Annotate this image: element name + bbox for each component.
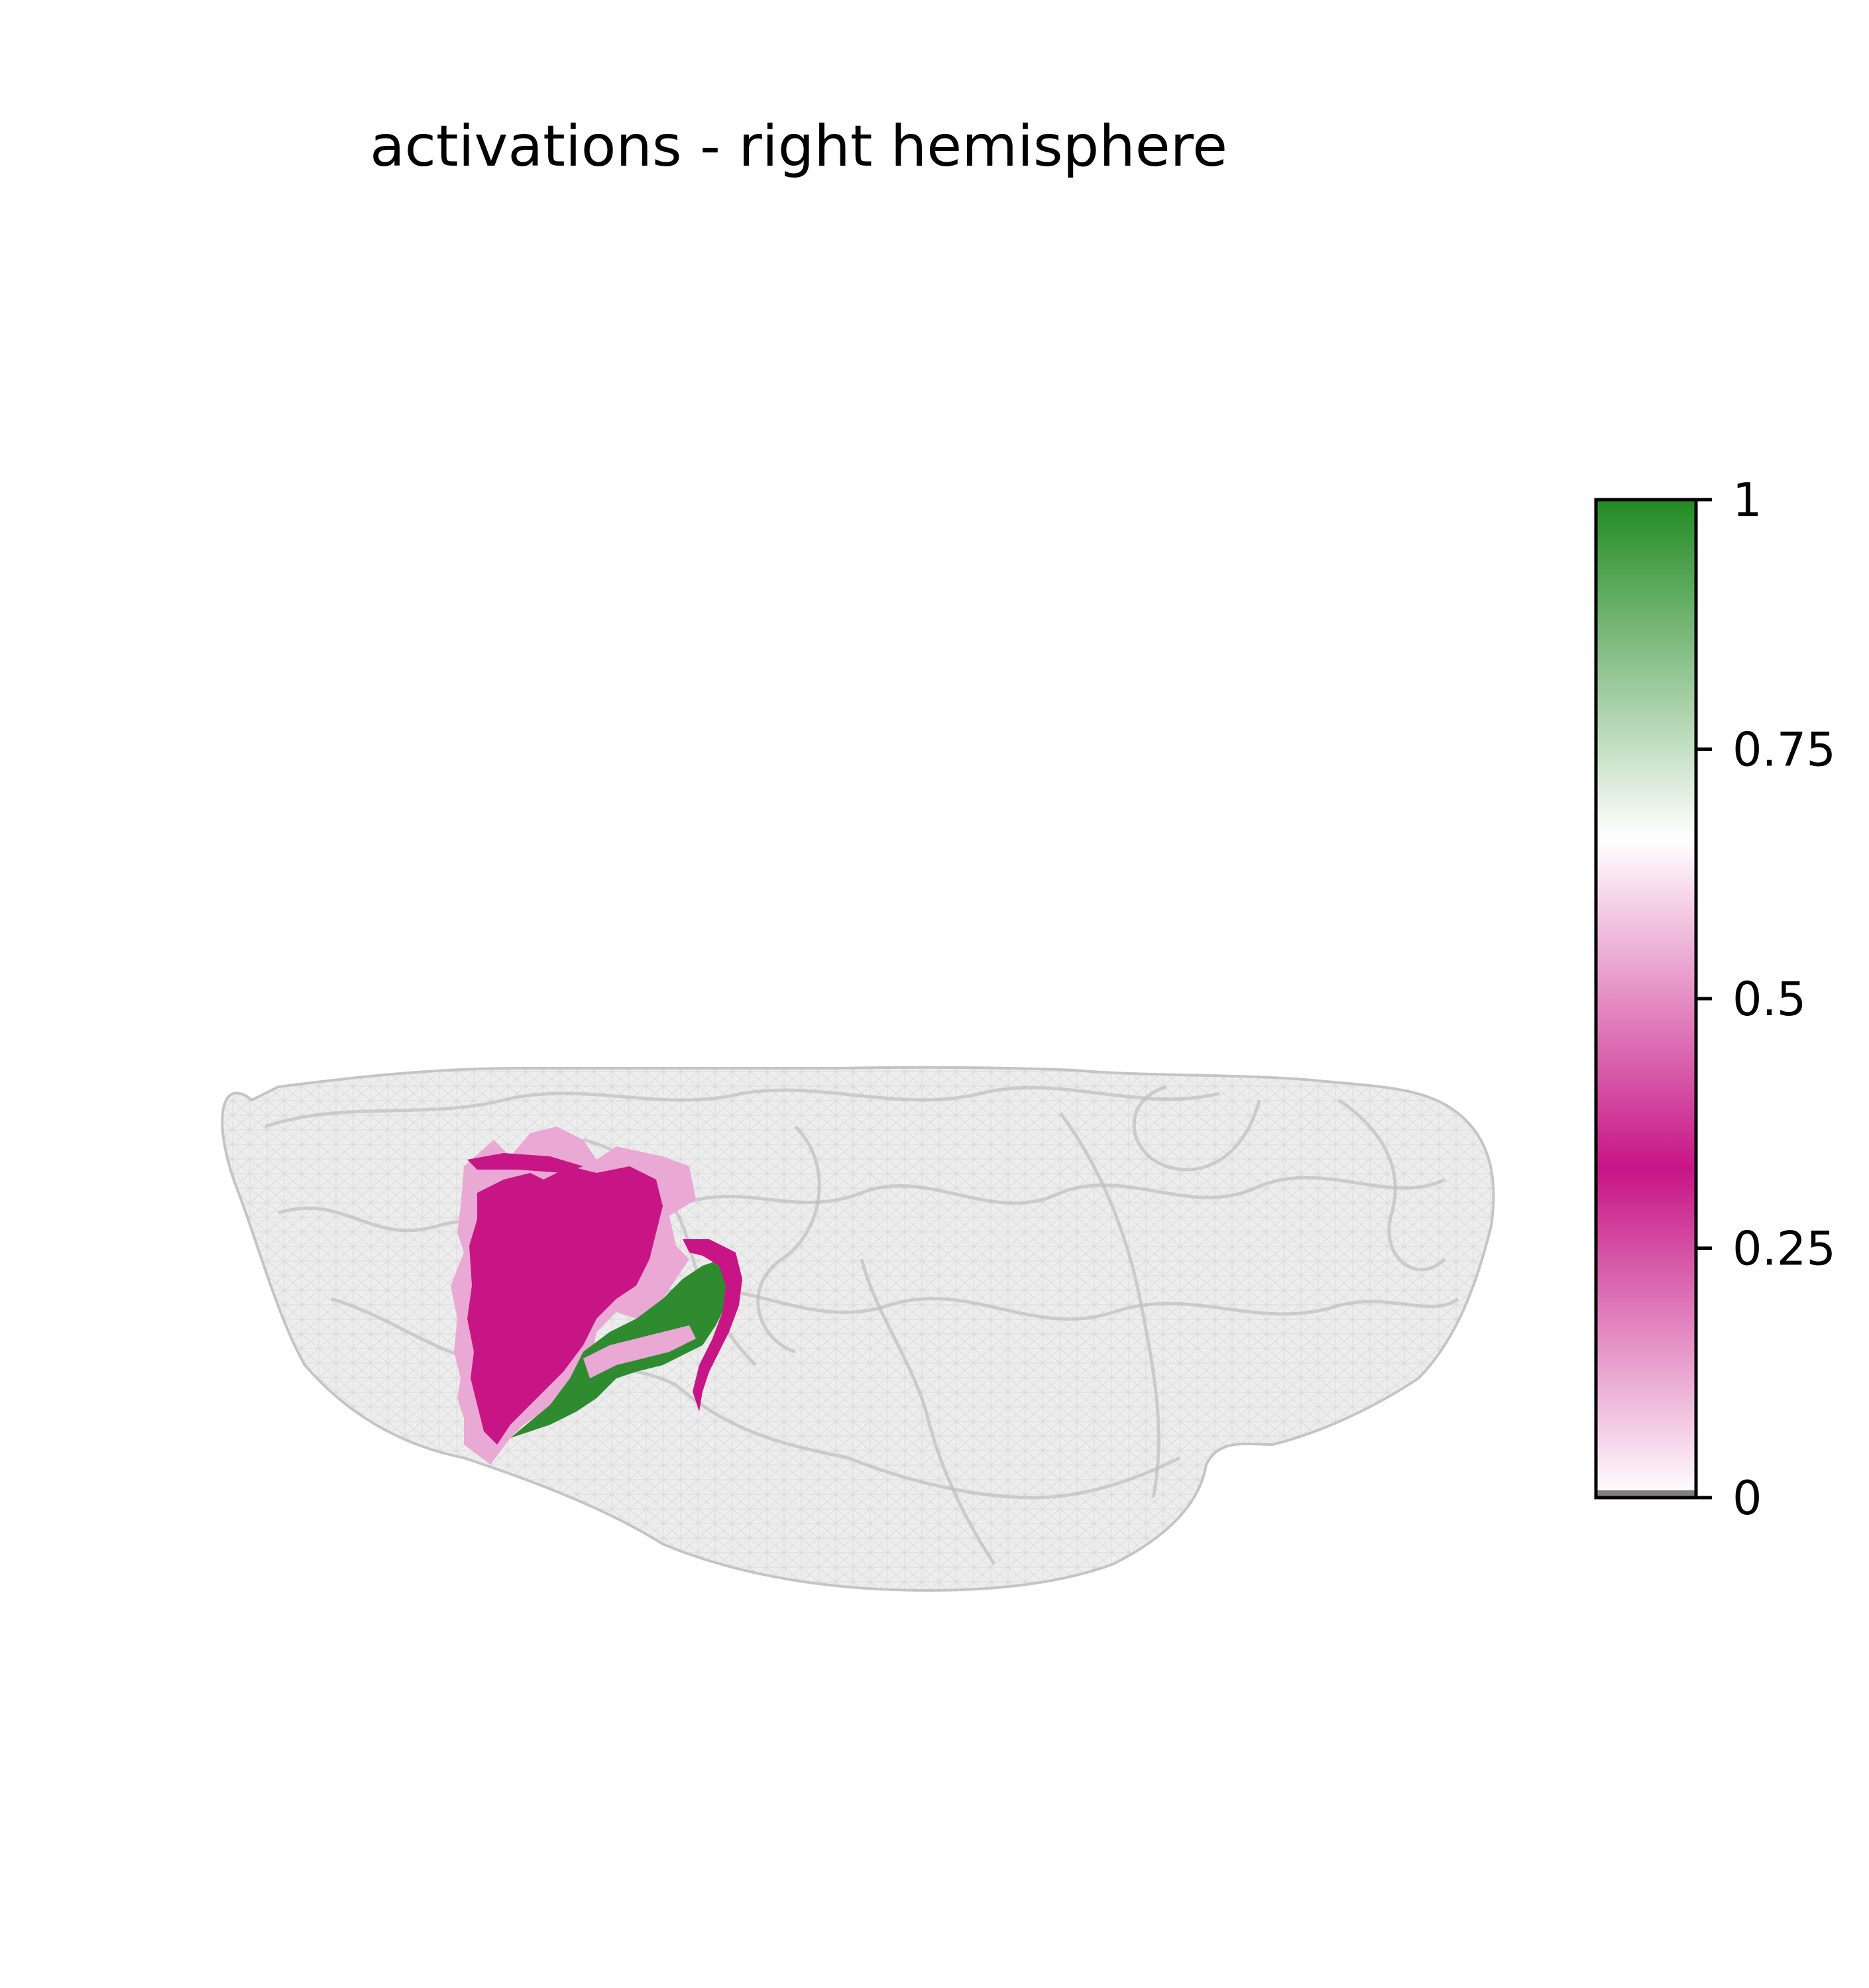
colorbar-tick-label: 0.25 <box>1732 1222 1836 1276</box>
colorbar-fill <box>1596 500 1696 1498</box>
colorbar-ticks: 0 0.25 0.5 0.75 1 <box>1696 473 1836 1525</box>
brain-surface <box>222 1068 1493 1590</box>
colorbar-tick-label: 1 <box>1732 473 1762 527</box>
colorbar-tick-label: 0.5 <box>1732 972 1806 1026</box>
colorbar-tick-label: 0 <box>1732 1471 1762 1525</box>
surface-mesh <box>222 1068 1493 1590</box>
colorbar-tick-label: 0.75 <box>1732 723 1836 777</box>
plot-title: activations - right hemisphere <box>370 113 1227 180</box>
colorbar: 0 0.25 0.5 0.75 1 <box>1596 473 1836 1525</box>
